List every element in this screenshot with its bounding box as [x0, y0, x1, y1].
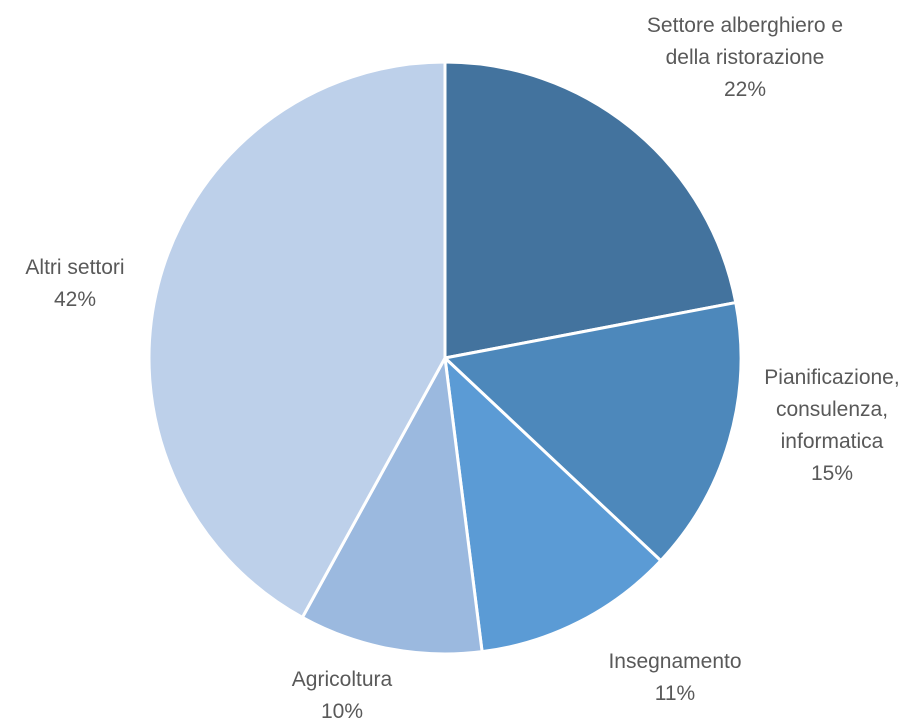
pie-slice-3: [300, 356, 484, 656]
slice-label-agricoltura: Agricoltura 10%: [291, 668, 393, 723]
slice-label-insegnamento: Insegnamento 11%: [608, 650, 742, 705]
pie-slices: [147, 60, 743, 656]
slice-label-pianificazione: Pianificazione, consulenza, informatica …: [764, 366, 900, 485]
pie-slice-2: [443, 356, 663, 654]
pie-slice-0: [443, 60, 738, 360]
pie-slice-4: [147, 60, 447, 619]
pie-slice-1: [443, 301, 743, 563]
slice-label-altri-settori: Altri settori 42%: [25, 256, 125, 311]
slice-label-settore-alberghiero: Settore alberghiero e della ristorazione…: [646, 14, 844, 101]
